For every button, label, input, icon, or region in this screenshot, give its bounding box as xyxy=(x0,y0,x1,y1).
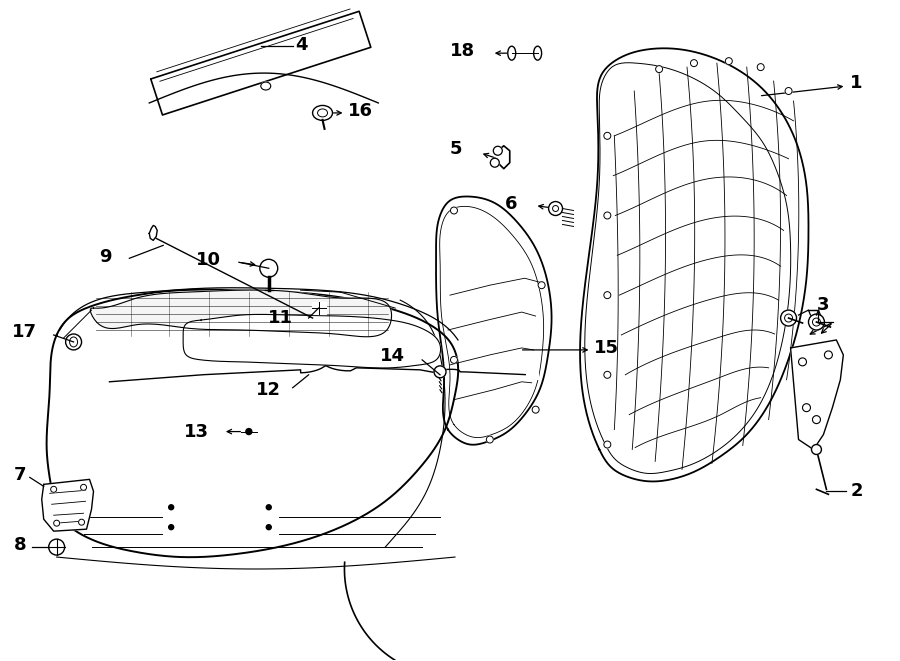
Text: 9: 9 xyxy=(99,249,112,266)
Circle shape xyxy=(486,436,493,443)
Text: 11: 11 xyxy=(267,309,293,327)
Bar xyxy=(526,369,537,379)
Bar xyxy=(512,46,537,60)
Circle shape xyxy=(785,87,792,95)
Ellipse shape xyxy=(312,106,332,120)
Circle shape xyxy=(81,485,86,490)
Polygon shape xyxy=(580,48,808,481)
Circle shape xyxy=(604,132,611,139)
Circle shape xyxy=(808,314,824,330)
Circle shape xyxy=(451,356,457,364)
Bar xyxy=(241,426,256,438)
Text: 16: 16 xyxy=(348,102,374,120)
Circle shape xyxy=(434,366,446,378)
Circle shape xyxy=(604,292,611,299)
Text: 18: 18 xyxy=(450,42,475,60)
Circle shape xyxy=(604,441,611,448)
Circle shape xyxy=(604,371,611,378)
Circle shape xyxy=(451,207,457,214)
Polygon shape xyxy=(47,290,458,557)
Text: 14: 14 xyxy=(380,347,405,365)
Circle shape xyxy=(757,63,764,71)
Polygon shape xyxy=(436,196,552,445)
Circle shape xyxy=(538,282,545,289)
Text: 1: 1 xyxy=(850,74,863,92)
Circle shape xyxy=(549,202,562,215)
Circle shape xyxy=(266,525,271,529)
Circle shape xyxy=(604,212,611,219)
Text: 17: 17 xyxy=(12,323,37,341)
Polygon shape xyxy=(183,315,441,368)
Polygon shape xyxy=(90,290,391,336)
Text: 15: 15 xyxy=(594,339,619,357)
Polygon shape xyxy=(790,340,843,449)
Circle shape xyxy=(690,59,698,67)
Polygon shape xyxy=(41,479,94,531)
Circle shape xyxy=(50,486,57,492)
Circle shape xyxy=(780,310,796,326)
Circle shape xyxy=(266,505,271,510)
Polygon shape xyxy=(151,11,371,115)
Text: 4: 4 xyxy=(296,36,308,54)
Text: 13: 13 xyxy=(184,422,209,441)
Text: 7: 7 xyxy=(14,467,26,485)
Circle shape xyxy=(655,65,662,73)
Text: 10: 10 xyxy=(196,251,221,269)
Text: 5: 5 xyxy=(449,139,462,158)
Circle shape xyxy=(168,505,174,510)
Circle shape xyxy=(803,404,811,412)
Circle shape xyxy=(798,358,806,366)
Circle shape xyxy=(78,519,85,525)
Ellipse shape xyxy=(261,82,271,90)
Text: 3: 3 xyxy=(816,296,829,314)
Bar xyxy=(311,302,326,314)
Text: 2: 2 xyxy=(850,483,863,500)
Circle shape xyxy=(260,259,278,277)
Circle shape xyxy=(493,146,502,155)
Circle shape xyxy=(246,428,252,434)
Ellipse shape xyxy=(66,334,82,350)
Ellipse shape xyxy=(508,46,516,60)
Bar xyxy=(163,497,278,539)
Circle shape xyxy=(725,58,733,65)
Circle shape xyxy=(812,444,822,455)
Circle shape xyxy=(813,416,821,424)
Circle shape xyxy=(491,158,500,167)
Text: 12: 12 xyxy=(256,381,281,399)
Circle shape xyxy=(532,406,539,413)
Ellipse shape xyxy=(534,46,542,60)
Text: 8: 8 xyxy=(14,536,26,554)
Circle shape xyxy=(54,520,59,526)
Circle shape xyxy=(168,525,174,529)
Circle shape xyxy=(49,539,65,555)
Circle shape xyxy=(824,351,832,359)
Text: 6: 6 xyxy=(505,194,518,213)
